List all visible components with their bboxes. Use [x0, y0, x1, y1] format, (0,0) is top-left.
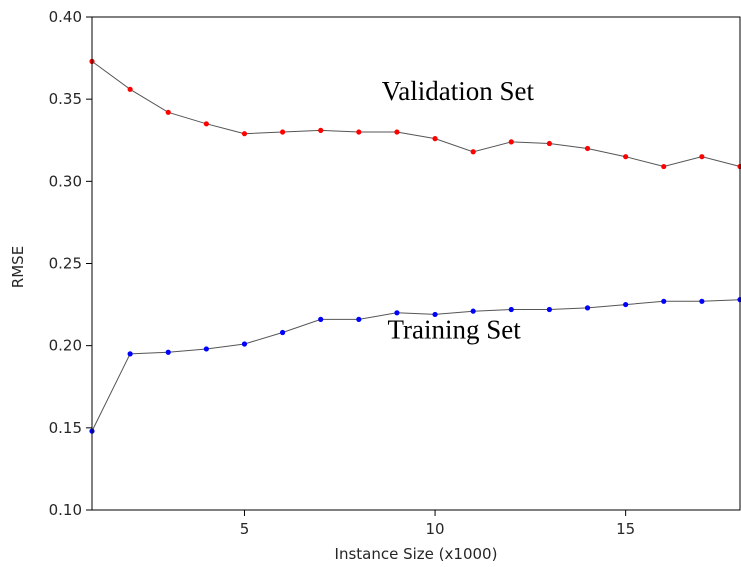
series-0-point: [279, 129, 286, 135]
series-1-point: [203, 346, 209, 352]
series-1-point: [318, 316, 324, 322]
series-0-point: [623, 154, 629, 160]
series-1-point: [432, 311, 438, 318]
series-1-point: [661, 298, 667, 304]
series-line-1: [91, 299, 741, 432]
series-0-point: [203, 121, 209, 127]
series-0-point: [318, 127, 324, 133]
series-1-point: [165, 349, 171, 355]
axes: 0.10 0.15 0.20 0.25 0.30 0.35 0.40 5 10 15: [49, 8, 741, 538]
series-0-point: [241, 131, 248, 137]
series-1-point: [508, 306, 514, 313]
series-1-point: [470, 308, 476, 314]
series-1-point: [241, 341, 248, 347]
series-1-point: [394, 310, 400, 316]
y-tick-label: 0.40: [49, 8, 82, 26]
x-axis-title: Instance Size (x1000): [335, 545, 498, 563]
series-0-point: [165, 109, 171, 115]
series-0-point: [394, 129, 400, 135]
y-tick-label: 0.15: [49, 419, 82, 437]
series-0-point: [546, 140, 553, 147]
x-tick-label: 10: [426, 520, 445, 538]
series-0-point: [356, 129, 362, 135]
y-tick-label: 0.25: [49, 255, 82, 273]
series-1-point: [699, 298, 705, 304]
series-0-point: [432, 136, 438, 142]
series-1-point: [546, 306, 553, 313]
series-1-point: [584, 305, 591, 311]
series-1-point: [623, 301, 629, 308]
annotation-label: Validation Set: [382, 76, 535, 106]
x-tick-label: 15: [616, 520, 635, 538]
series-0-point: [661, 163, 667, 170]
y-tick-label: 0.35: [49, 90, 82, 108]
series-1-point: [279, 329, 286, 336]
series-1-point: [356, 316, 362, 322]
y-tick-label: 0.20: [49, 337, 82, 355]
series-1-point: [127, 351, 133, 357]
plot-area: Validation Set Training Set: [89, 58, 741, 434]
series-0-point: [470, 149, 476, 155]
y-tick-label: 0.10: [49, 501, 82, 519]
series-0-point: [699, 154, 705, 160]
annotation-label: Training Set: [387, 314, 521, 344]
series-0-point: [584, 145, 591, 152]
series-0-point: [508, 139, 514, 145]
x-tick-label: 5: [240, 520, 250, 538]
y-tick-label: 0.30: [49, 172, 82, 190]
y-axis-title: RMSE: [9, 246, 27, 288]
series-0-point: [127, 86, 133, 92]
series-line-0: [91, 60, 741, 168]
